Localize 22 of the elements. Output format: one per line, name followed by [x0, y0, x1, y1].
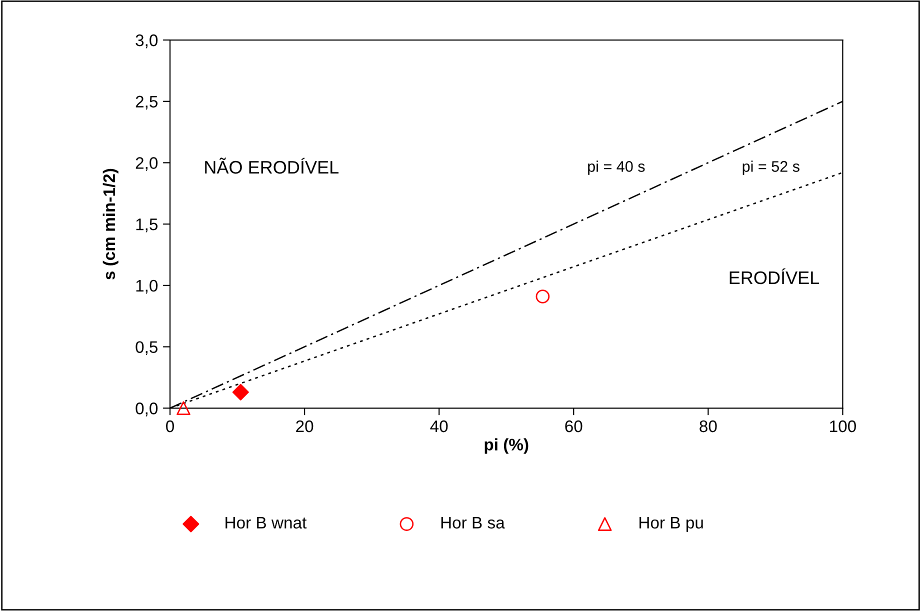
legend-label: Hor B wnat	[226, 516, 307, 529]
y-axis-title: s (cm min-1/2)	[102, 168, 118, 280]
x-tick-label: 100	[830, 420, 856, 432]
x-tick-label: 0	[166, 420, 174, 432]
y-tick-label: 2,0	[136, 157, 158, 171]
y-tick-label: 2,5	[136, 96, 158, 110]
y-tick-label: 1,0	[136, 280, 158, 294]
legend-label: Hor B sa	[441, 516, 505, 529]
y-tick-label: 3,0	[136, 34, 158, 48]
annotation: pi = 52 s	[742, 160, 800, 175]
y-tick-label: 0,5	[136, 341, 158, 355]
y-tick-label: 1,5	[136, 218, 158, 232]
x-tick-label: 80	[700, 420, 717, 432]
x-tick-label: 60	[565, 420, 582, 432]
x-axis-title: pi (%)	[484, 438, 528, 454]
legend-label: Hor B pu	[640, 516, 703, 532]
annotation: ERODÍVEL	[730, 268, 820, 284]
y-tick-label: 0,0	[136, 402, 158, 416]
annotation: pi = 40 s	[588, 160, 645, 175]
x-tick-label: 20	[296, 420, 314, 432]
x-tick-label: 40	[430, 420, 448, 432]
annotation: NÃO ERODÍVEL	[205, 158, 339, 174]
